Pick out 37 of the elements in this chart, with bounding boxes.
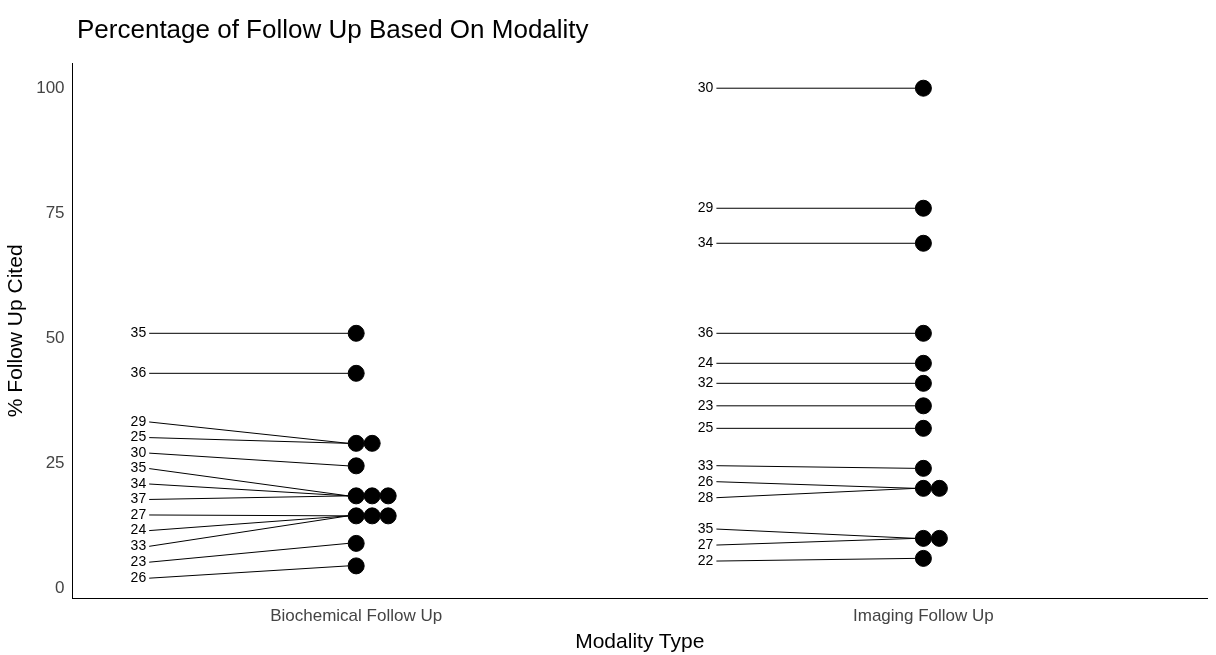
- chart-title: Percentage of Follow Up Based On Modality: [77, 14, 589, 45]
- annotation: 27: [697, 535, 714, 552]
- y-axis-title: % Follow Up Cited: [3, 244, 27, 418]
- x-tick-label: Biochemical Follow Up: [270, 606, 443, 626]
- annotation: 32: [697, 374, 714, 391]
- annotation: 29: [697, 199, 714, 216]
- annotation: 34: [697, 234, 714, 251]
- annotation: 23: [130, 553, 147, 570]
- annotation: 24: [130, 521, 147, 538]
- y-tick-label: 0: [55, 578, 65, 598]
- annotation: 35: [130, 459, 147, 476]
- annotation: 30: [697, 79, 714, 96]
- annotation: 30: [130, 443, 147, 460]
- y-tick-label: 100: [36, 77, 65, 97]
- annotation: 35: [130, 324, 147, 341]
- annotation: 37: [130, 490, 147, 507]
- annotation: 26: [697, 472, 714, 489]
- annotation: 36: [697, 324, 714, 341]
- y-tick-label: 25: [45, 453, 65, 473]
- annotation: 24: [697, 354, 714, 371]
- annotation: 35: [697, 519, 714, 536]
- y-tick-label: 50: [45, 327, 65, 347]
- annotation: 22: [697, 551, 714, 568]
- annotation: 27: [130, 505, 147, 522]
- annotation: 33: [697, 456, 714, 473]
- annotation: 33: [130, 537, 147, 554]
- annotation: 36: [130, 364, 147, 381]
- annotation: 25: [130, 428, 147, 445]
- x-axis-title: Modality Type: [575, 629, 705, 653]
- annotation: 26: [130, 569, 147, 586]
- y-tick-label: 75: [45, 202, 65, 222]
- annotation: 25: [697, 419, 714, 436]
- x-tick-label: Imaging Follow Up: [853, 606, 994, 626]
- annotation: 34: [130, 474, 147, 491]
- annotation: 23: [697, 396, 714, 413]
- annotation: 28: [697, 488, 714, 505]
- annotation: 29: [130, 412, 147, 429]
